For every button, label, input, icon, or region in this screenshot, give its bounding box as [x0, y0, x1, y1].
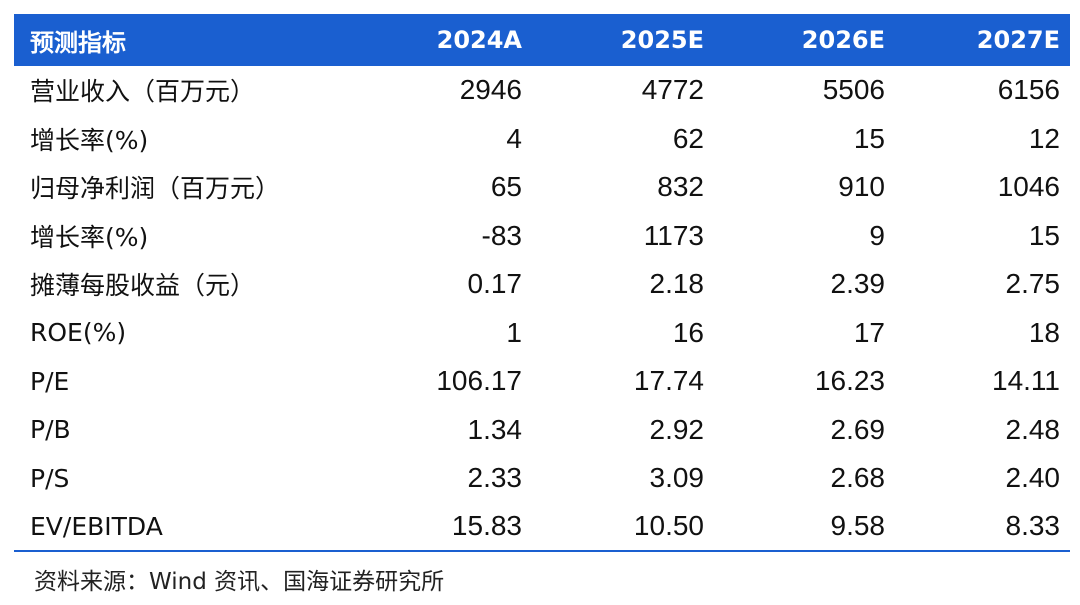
cell-value: 62 [672, 122, 704, 154]
cell-value: -83 [481, 219, 522, 251]
row-label: 增长率(%) [30, 125, 149, 155]
source-note: 资料来源：Wind 资讯、国海证券研究所 [34, 569, 445, 595]
table-body: 营业收入（百万元） 2946 4772 5506 6156 增长率(%) 4 6… [14, 66, 1070, 552]
cell-value: 106.17 [436, 365, 522, 397]
cell-value: 17 [853, 316, 885, 348]
cell-value: 832 [657, 171, 704, 203]
cell-value: 2.92 [649, 413, 705, 445]
header-year-2027e: 2027E [976, 26, 1060, 54]
cell-value: 15.83 [386, 502, 532, 552]
cell-value: 2.68 [830, 462, 886, 494]
cell-value: 16.23 [814, 365, 885, 397]
cell-value: 2.75 [1005, 268, 1061, 300]
cell-value: 1.34 [467, 413, 523, 445]
cell-value: 2946 [459, 74, 522, 106]
table-row: EV/EBITDA 15.83 10.50 9.58 8.33 [14, 502, 1070, 552]
table-row: ROE(%) 1 16 17 18 [14, 309, 1070, 358]
header-year-2026e: 2026E [801, 26, 885, 54]
cell-value: 17.74 [633, 365, 704, 397]
cell-value: 4772 [641, 74, 704, 106]
cell-value: 15 [1028, 219, 1060, 251]
cell-value: 2.69 [830, 413, 886, 445]
table-row: P/E 106.17 17.74 16.23 14.11 [14, 357, 1070, 406]
table-row: 营业收入（百万元） 2946 4772 5506 6156 [14, 66, 1070, 115]
cell-value: 65 [490, 171, 522, 203]
row-label: 摊薄每股收益（元） [30, 271, 256, 301]
cell-value: 3.09 [649, 462, 705, 494]
cell-value: 1046 [997, 171, 1060, 203]
row-label: ROE(%) [30, 318, 127, 348]
cell-value: 16 [672, 316, 704, 348]
header-year-2024a: 2024A [436, 26, 522, 54]
cell-value: 2.18 [649, 268, 705, 300]
row-label: 增长率(%) [30, 222, 149, 252]
row-label: 归母净利润（百万元） [30, 174, 281, 204]
cell-value: 12 [1028, 122, 1060, 154]
cell-value: 18 [1028, 316, 1060, 348]
cell-value: 2.48 [1005, 413, 1061, 445]
cell-value: 2.39 [830, 268, 886, 300]
table-header: 预测指标 2024A 2025E 2026E 2027E [14, 14, 1070, 66]
cell-value: 2.33 [467, 462, 523, 494]
table-row: P/B 1.34 2.92 2.69 2.48 [14, 406, 1070, 455]
cell-value: 15 [853, 122, 885, 154]
row-label: P/E [30, 366, 70, 396]
cell-value: 2.40 [1005, 462, 1061, 494]
cell-value: 1173 [643, 219, 704, 251]
forecast-table: 预测指标 2024A 2025E 2026E 2027E 营业收入（百万元） 2… [14, 14, 1070, 552]
row-label: P/B [30, 415, 71, 445]
table-row: 摊薄每股收益（元） 0.17 2.18 2.39 2.75 [14, 260, 1070, 309]
cell-value: 910 [838, 171, 885, 203]
cell-value: 10.50 [532, 502, 714, 552]
table-row: 归母净利润（百万元） 65 832 910 1046 [14, 163, 1070, 212]
row-label: EV/EBITDA [14, 502, 386, 552]
cell-value: 9 [869, 219, 885, 251]
row-label: P/S [30, 463, 70, 493]
table-row: 增长率(%) -83 1173 9 15 [14, 212, 1070, 261]
cell-value: 9.58 [714, 502, 895, 552]
table-row: 增长率(%) 4 62 15 12 [14, 115, 1070, 164]
header-year-2025e: 2025E [620, 26, 704, 54]
cell-value: 5506 [822, 74, 885, 106]
cell-value: 4 [506, 122, 522, 154]
cell-value: 0.17 [467, 268, 523, 300]
row-label: 营业收入（百万元） [30, 77, 256, 107]
header-row: 预测指标 2024A 2025E 2026E 2027E [14, 14, 1070, 66]
header-label: 预测指标 [30, 28, 126, 57]
table-row: P/S 2.33 3.09 2.68 2.40 [14, 454, 1070, 503]
cell-value: 1 [506, 316, 522, 348]
forecast-table-container: 预测指标 2024A 2025E 2026E 2027E 营业收入（百万元） 2… [14, 14, 1070, 552]
cell-value: 14.11 [992, 365, 1060, 397]
cell-value: 6156 [997, 74, 1060, 106]
cell-value: 8.33 [895, 502, 1070, 552]
